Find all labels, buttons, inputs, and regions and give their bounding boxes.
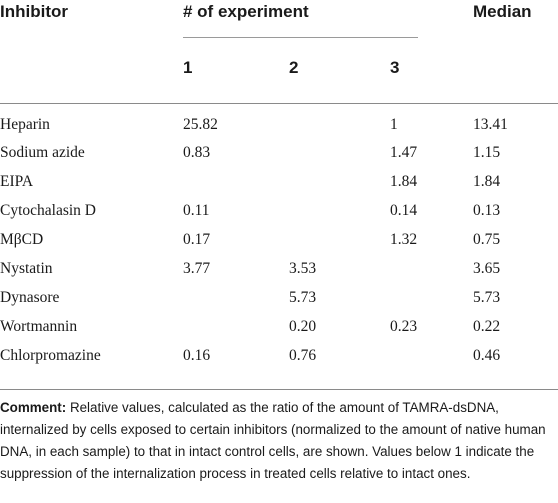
table-row: Heparin 25.82 1 13.41 xyxy=(0,116,558,144)
table-comment: Comment: Relative values, calculated as … xyxy=(0,397,548,485)
row-inhibitor-name: Sodium azide xyxy=(0,144,85,161)
row-inhibitor-name: Wortmannin xyxy=(0,318,78,335)
row-value-median: 1.15 xyxy=(473,144,501,161)
table-row: EIPA 1.84 1.84 xyxy=(0,173,558,201)
table-row: MβCD 0.17 1.32 0.75 xyxy=(0,231,558,259)
header-inhibitor: Inhibitor xyxy=(0,2,68,21)
table-row: Wortmannin 0.20 0.23 0.22 xyxy=(0,318,558,346)
row-value-median: 3.65 xyxy=(473,260,501,277)
row-value-median: 5.73 xyxy=(473,289,501,306)
header-experiment-group: # of experiment xyxy=(183,2,309,21)
row-value-exp3: 1 xyxy=(390,116,398,133)
header-divider xyxy=(0,103,558,104)
table-row: Chlorpromazine 0.16 0.76 0.46 xyxy=(0,347,558,375)
row-value-exp1: 0.83 xyxy=(183,144,211,161)
row-value-exp3: 0.14 xyxy=(390,202,418,219)
row-value-exp3: 0.23 xyxy=(390,318,418,335)
header-median: Median xyxy=(473,2,532,21)
header-experiment-3: 3 xyxy=(390,58,400,77)
row-inhibitor-name: Heparin xyxy=(0,116,50,133)
footer-divider xyxy=(0,389,558,390)
group-divider xyxy=(183,37,418,38)
comment-label: Comment: xyxy=(0,400,67,415)
row-inhibitor-name: EIPA xyxy=(0,173,34,190)
row-inhibitor-name: Chlorpromazine xyxy=(0,347,101,364)
row-inhibitor-name: Dynasore xyxy=(0,289,60,306)
table-row: Cytochalasin D 0.11 0.14 0.13 xyxy=(0,202,558,230)
row-inhibitor-name: Nystatin xyxy=(0,260,53,277)
header-experiment-1: 1 xyxy=(183,58,193,77)
row-value-exp3: 1.32 xyxy=(390,231,418,248)
row-value-median: 13.41 xyxy=(473,116,508,133)
row-value-median: 0.22 xyxy=(473,318,501,335)
row-value-exp3: 1.47 xyxy=(390,144,418,161)
row-inhibitor-name: Cytochalasin D xyxy=(0,202,96,219)
table-header: Inhibitor # of experiment Median xyxy=(0,0,558,26)
row-value-median: 0.46 xyxy=(473,347,501,364)
row-inhibitor-name: MβCD xyxy=(0,231,44,248)
row-value-exp3: 1.84 xyxy=(390,173,418,190)
row-value-exp1: 0.11 xyxy=(183,202,210,219)
comment-text: Relative values, calculated as the ratio… xyxy=(0,400,546,481)
row-value-median: 1.84 xyxy=(473,173,501,190)
header-experiment-2: 2 xyxy=(289,58,299,77)
row-value-median: 0.13 xyxy=(473,202,501,219)
row-value-exp1: 25.82 xyxy=(183,116,218,133)
row-value-exp1: 0.17 xyxy=(183,231,211,248)
row-value-exp2: 3.53 xyxy=(289,260,317,277)
table-row: Nystatin 3.77 3.53 3.65 xyxy=(0,260,558,288)
row-value-exp2: 0.20 xyxy=(289,318,317,335)
row-value-exp2: 0.76 xyxy=(289,347,317,364)
row-value-exp1: 0.16 xyxy=(183,347,211,364)
row-value-median: 0.75 xyxy=(473,231,501,248)
row-value-exp2: 5.73 xyxy=(289,289,317,306)
table-row: Sodium azide 0.83 1.47 1.15 xyxy=(0,144,558,172)
table-row: Dynasore 5.73 5.73 xyxy=(0,289,558,317)
row-value-exp1: 3.77 xyxy=(183,260,211,277)
